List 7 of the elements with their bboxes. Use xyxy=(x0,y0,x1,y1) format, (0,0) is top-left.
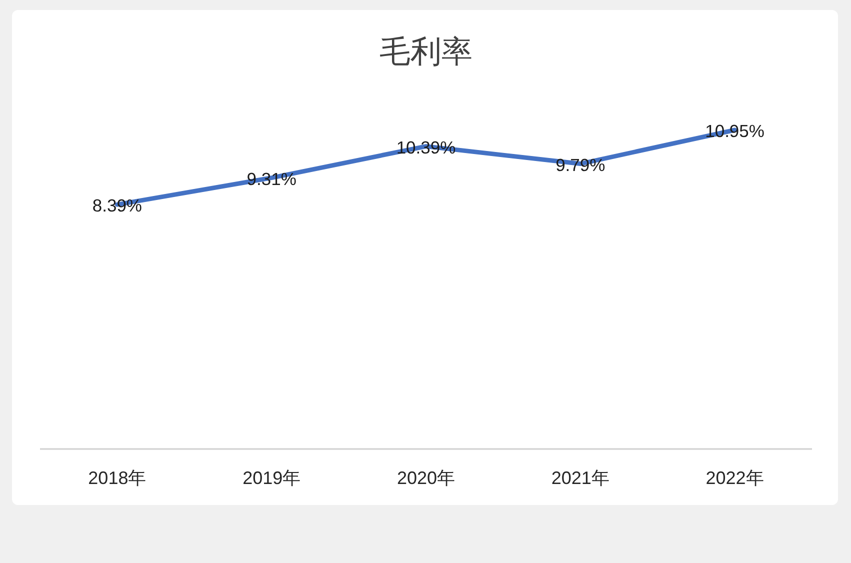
x-tick-label: 2022年 xyxy=(706,468,764,488)
x-tick-label: 2018年 xyxy=(88,468,146,488)
x-tick-label: 2021年 xyxy=(551,468,610,488)
x-tick-label: 2020年 xyxy=(396,468,456,488)
x-tick-label: 2019年 xyxy=(242,468,301,488)
chart-title: 毛利率 xyxy=(380,34,472,69)
data-label: 8.39% xyxy=(92,196,142,216)
